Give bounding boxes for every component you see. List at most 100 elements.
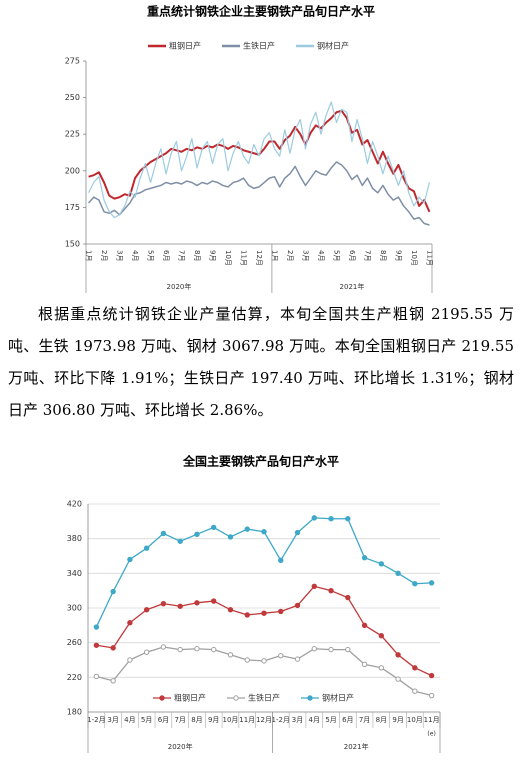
y-tick-label: 220 (67, 673, 82, 682)
series-line (88, 161, 430, 226)
chart-1: 重点统计钢铁企业主要钢铁产品旬日产水平 150 175 200 225 250 275 1月 2… (65, 4, 433, 293)
x-tick-label: 10月 (410, 250, 418, 266)
point (345, 646, 351, 653)
point (211, 524, 217, 531)
chart-title: 全国主要钢铁产品旬日产水平 (182, 454, 339, 469)
x-tick-label: 3月 (116, 250, 124, 261)
point (177, 646, 183, 653)
point (428, 692, 435, 699)
point (227, 652, 234, 658)
point (244, 612, 250, 618)
point (412, 665, 418, 671)
point (93, 673, 100, 680)
y-tick-label: 420 (67, 500, 82, 509)
x-tick-label: 10月 (224, 250, 232, 266)
x-tick-label: 9月 (208, 716, 219, 724)
legend-label: 生铁日产 (243, 41, 275, 51)
x-tick-label: 2月 (286, 250, 294, 261)
point (294, 602, 301, 609)
point (127, 556, 133, 563)
paragraph: 根据重点统计钢铁企业产量估算，本旬全国共生产粗钢 2195.55 万吨、生铁 1… (8, 305, 514, 419)
point (261, 658, 267, 664)
legend-marker (159, 695, 165, 701)
point (160, 600, 167, 607)
x-tick-label: 8月 (379, 250, 387, 261)
point (395, 652, 401, 658)
x-tick-label: 7月 (174, 716, 185, 724)
legend-label: 粗钢日产 (169, 41, 201, 51)
point (328, 646, 334, 653)
point (278, 608, 284, 615)
point (93, 642, 100, 648)
x-tick-label: 9月 (392, 716, 403, 724)
point (127, 620, 133, 626)
point (211, 598, 217, 604)
x-tick-label: 4月 (131, 250, 139, 261)
y-tick-label: 180 (67, 708, 82, 717)
point (278, 652, 284, 659)
point (345, 594, 351, 601)
x-tick-label: 6月 (348, 250, 356, 261)
legend-label: 粗钢日产 (174, 693, 206, 703)
point (361, 622, 368, 629)
x-tick-label: 2月 (100, 250, 108, 261)
point (311, 646, 317, 652)
x-tick-label: 7月 (359, 716, 370, 724)
x-tick-label: 1月 (85, 250, 93, 261)
x-tick-label: 3月 (292, 716, 303, 724)
legend-label: 钢材日产 (322, 693, 354, 703)
x-tick-label: 5月 (141, 716, 152, 724)
point (378, 633, 385, 639)
x-tick-label: 9月 (209, 250, 217, 261)
point (244, 657, 250, 663)
point (127, 657, 133, 663)
x-tick-label: 3月 (107, 716, 118, 724)
y-tick-label: 225 (65, 130, 80, 139)
point (110, 645, 116, 651)
legend-marker (233, 695, 239, 701)
x-tick-label: 11月 (424, 716, 440, 724)
point (110, 678, 116, 684)
point (428, 580, 435, 586)
group-label: 2020年 (167, 282, 192, 291)
x-tick-label: 10月 (223, 716, 239, 724)
series-line (88, 101, 431, 219)
point (110, 588, 116, 595)
x-tick-label: 4月 (309, 716, 320, 724)
x-tick-label: 11月 (425, 250, 433, 266)
point (311, 515, 317, 521)
x-tick-label: 6月 (158, 716, 169, 724)
point (395, 676, 401, 682)
x-tick-label: 1-2月 (87, 716, 105, 724)
x-tick-label: 1月 (270, 250, 278, 261)
point (227, 607, 234, 613)
y-tick-label: 340 (67, 569, 82, 578)
point (294, 656, 301, 662)
y-tick-label: 260 (67, 638, 82, 647)
x-tick-label: 8月 (376, 716, 387, 724)
x-tick-label: 1-2月 (272, 716, 290, 724)
x-tick-label: 11月 (240, 250, 248, 266)
legend-label: 钢材日产 (317, 41, 349, 51)
point (378, 561, 385, 567)
point (244, 526, 250, 532)
point (194, 531, 200, 538)
point (412, 688, 418, 694)
point (143, 607, 150, 613)
legend-label: 生铁日产 (248, 693, 280, 703)
point (345, 516, 351, 522)
point (361, 661, 368, 668)
x-tick-label: 3月 (301, 250, 309, 261)
point (93, 624, 100, 630)
point (361, 555, 368, 561)
y-tick-label: 150 (65, 240, 80, 249)
x-tick-label: 11月 (239, 716, 255, 724)
x-tick-label: 7月 (363, 250, 371, 261)
x-tick-label: 12月 (255, 250, 263, 266)
point (278, 557, 284, 564)
x-tick-label: 9月 (394, 250, 402, 261)
x-tick-label: 12月 (256, 716, 272, 724)
group-label: 2021年 (344, 742, 369, 751)
point (395, 570, 401, 577)
